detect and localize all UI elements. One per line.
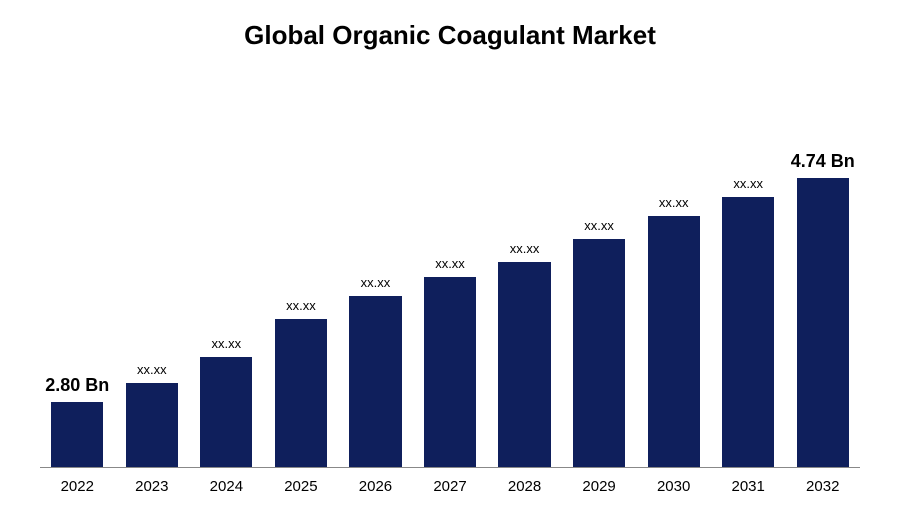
- bar-value-label: xx.xx: [212, 336, 242, 351]
- bar-value-label: xx.xx: [137, 362, 167, 377]
- bar-value-label: xx.xx: [584, 218, 614, 233]
- bar: [275, 319, 327, 467]
- bar-group: xx.xx: [413, 71, 488, 467]
- bar-value-label: xx.xx: [361, 275, 391, 290]
- x-axis-tick: 2023: [115, 478, 190, 495]
- x-axis-tick: 2030: [636, 478, 711, 495]
- bar: [126, 383, 178, 467]
- bar: [498, 262, 550, 467]
- bar-value-label: xx.xx: [435, 256, 465, 271]
- bar-value-label: xx.xx: [510, 241, 540, 256]
- bar-group: xx.xx: [264, 71, 339, 467]
- bar: [424, 277, 476, 467]
- bar-value-label: 2.80 Bn: [45, 375, 109, 396]
- x-axis: 2022202320242025202620272028202920302031…: [40, 468, 860, 495]
- x-axis-tick: 2031: [711, 478, 786, 495]
- x-axis-tick: 2026: [338, 478, 413, 495]
- x-axis-tick: 2032: [785, 478, 860, 495]
- x-axis-tick: 2028: [487, 478, 562, 495]
- bar-value-label: xx.xx: [733, 176, 763, 191]
- bar: [573, 239, 625, 467]
- bar: [797, 178, 849, 467]
- bar: [349, 296, 401, 467]
- x-axis-tick: 2025: [264, 478, 339, 495]
- bar: [722, 197, 774, 467]
- bar: [200, 357, 252, 467]
- bar: [648, 216, 700, 467]
- bar-group: 2.80 Bn: [40, 71, 115, 467]
- x-axis-tick: 2029: [562, 478, 637, 495]
- bar-value-label: xx.xx: [286, 298, 316, 313]
- plot-area: 2.80 Bn xx.xx xx.xx xx.xx xx.xx xx.xx xx.xx xx.…: [40, 71, 860, 468]
- bar-group: xx.xx: [338, 71, 413, 467]
- bar-value-label: xx.xx: [659, 195, 689, 210]
- bar-group: xx.xx: [711, 71, 786, 467]
- x-axis-tick: 2022: [40, 478, 115, 495]
- chart-title: Global Organic Coagulant Market: [40, 20, 860, 51]
- bar-group: 4.74 Bn: [785, 71, 860, 467]
- bar: [51, 402, 103, 467]
- x-axis-tick: 2027: [413, 478, 488, 495]
- bar-group: xx.xx: [562, 71, 637, 467]
- bar-group: xx.xx: [189, 71, 264, 467]
- bar-value-label: 4.74 Bn: [791, 151, 855, 172]
- x-axis-tick: 2024: [189, 478, 264, 495]
- bar-group: xx.xx: [487, 71, 562, 467]
- bar-group: xx.xx: [115, 71, 190, 467]
- bar-group: xx.xx: [636, 71, 711, 467]
- chart-container: Global Organic Coagulant Market 2.80 Bn x…: [0, 0, 900, 525]
